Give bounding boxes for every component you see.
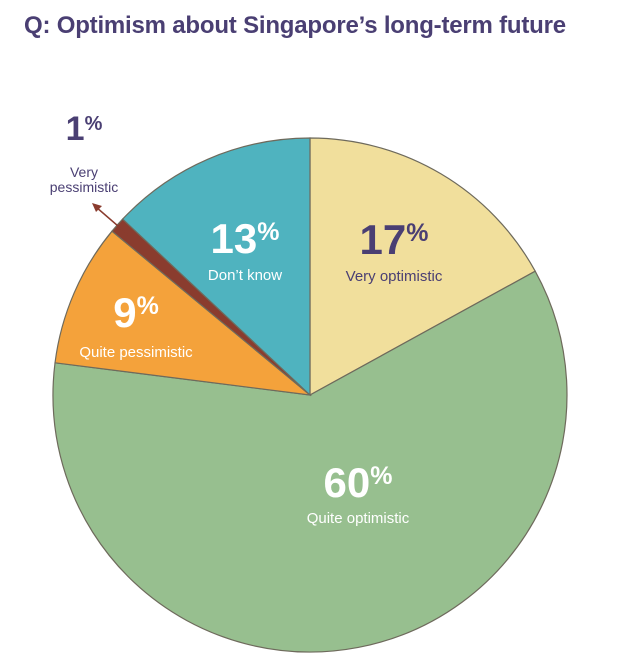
label-very-pessimistic-line2: pessimistic [50, 179, 118, 195]
label-quite-optimistic: Quite optimistic [307, 510, 410, 527]
leader-line [95, 206, 132, 238]
leader-arrowhead [92, 203, 102, 212]
slice-quite-pessimistic [54, 230, 312, 396]
label-quite-pessimistic: Quite pessimistic [79, 344, 193, 361]
slice-very-optimistic [309, 137, 537, 397]
slice-quite-optimistic [52, 270, 568, 653]
pct-quite-pessimistic: 9% [113, 289, 159, 336]
pct-very-pessimistic: 1% [66, 110, 103, 148]
slice-don-t-know [121, 137, 311, 397]
chart-title: Q: Optimism about Singapore’s long-term … [24, 12, 566, 39]
pct-quite-optimistic: 60% [324, 459, 393, 506]
label-very-optimistic: Very optimistic [346, 268, 443, 285]
pct-very-optimistic: 17% [360, 216, 429, 263]
label-don-t-know: Don’t know [208, 267, 282, 284]
pct-don-t-know: 13% [211, 215, 280, 262]
label-very-pessimistic-line1: Very [70, 164, 98, 180]
